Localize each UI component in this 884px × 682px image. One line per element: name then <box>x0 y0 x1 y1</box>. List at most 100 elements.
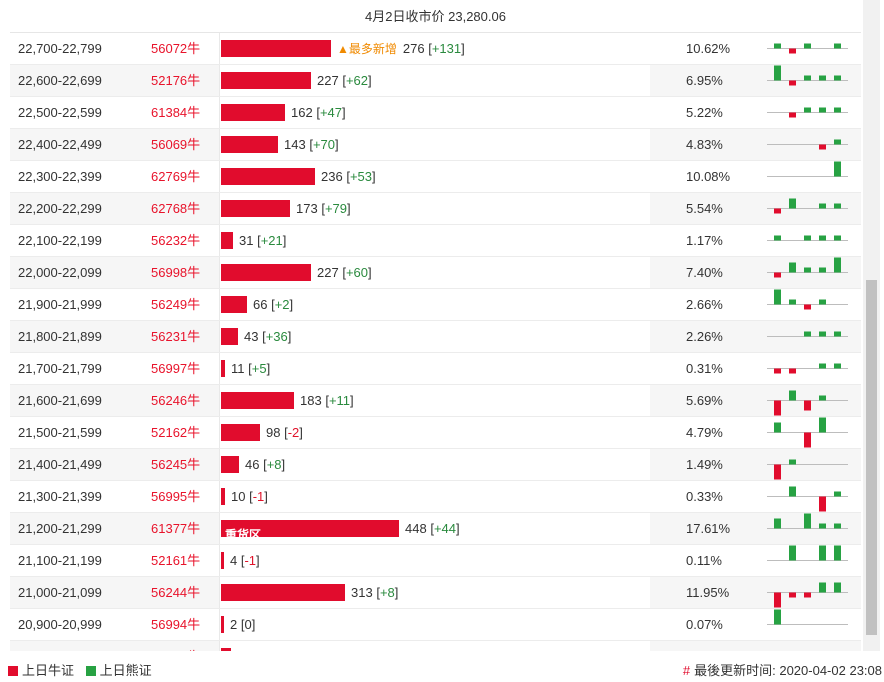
table-row[interactable]: 22,600-22,699 52176牛 227 [+62] 6.95% <box>10 65 861 97</box>
table-row[interactable]: 21,300-21,399 56995牛 10 [-1] 0.33% <box>10 481 861 513</box>
warrant-code[interactable]: 56249牛 <box>151 297 201 312</box>
warrant-code[interactable]: 52161牛 <box>151 553 201 568</box>
volume-bar <box>221 424 260 441</box>
volume-bar <box>221 40 331 57</box>
share-percent: 0.31% <box>686 361 723 376</box>
volume-label: 227 [+62] <box>317 73 372 88</box>
warrant-code[interactable]: 56998牛 <box>151 265 201 280</box>
sparkline-bar <box>804 304 811 310</box>
table-row[interactable]: 21,700-21,799 56997牛 11 [+5] 0.31% <box>10 353 861 385</box>
warrant-code[interactable]: 56997牛 <box>151 361 201 376</box>
strike-range: 22,100-22,199 <box>18 233 102 248</box>
warrant-code[interactable]: 56244牛 <box>151 585 201 600</box>
warrant-code[interactable]: 62769牛 <box>151 169 201 184</box>
scrollbar[interactable] <box>863 0 880 651</box>
volume-delta: -12 <box>259 649 278 651</box>
volume-count: 46 <box>245 457 260 472</box>
volume-delta: +11 <box>328 393 351 408</box>
warrant-code[interactable]: 52176牛 <box>151 73 201 88</box>
strike-range: 21,100-21,199 <box>18 553 102 568</box>
volume-bar <box>221 232 233 249</box>
volume-bar-cell: 143 [+70] <box>219 129 650 160</box>
volume-delta: +8 <box>379 585 395 600</box>
strike-range: 21,200-21,299 <box>18 521 102 536</box>
sparkline-bar <box>789 262 796 273</box>
history-sparkline <box>767 513 848 529</box>
history-sparkline <box>767 609 848 625</box>
sparkline-bar <box>834 582 841 593</box>
sparkline-bar <box>819 582 826 593</box>
volume-bar <box>221 584 345 601</box>
table-row[interactable]: 21,500-21,599 52162牛 98 [-2] 4.79% <box>10 417 861 449</box>
volume-count: 10 <box>231 489 246 504</box>
warrant-code[interactable]: 52162牛 <box>151 425 201 440</box>
volume-bar-cell: 236 [+53] <box>219 161 650 192</box>
sparkline-bar <box>789 299 796 305</box>
sparkline-bar <box>774 518 781 529</box>
warrant-code[interactable]: 56995牛 <box>151 489 201 504</box>
share-percent: 11.95% <box>686 585 730 600</box>
strike-range: 22,000-22,099 <box>18 265 102 280</box>
volume-count: 313 <box>351 585 373 600</box>
warrant-code[interactable]: 62768牛 <box>151 201 201 216</box>
share-percent: 1.17% <box>686 233 723 248</box>
strike-range: 22,600-22,699 <box>18 73 102 88</box>
volume-delta: +62 <box>345 73 368 88</box>
volume-label: 2 [0] <box>230 617 256 632</box>
volume-count: 227 <box>317 73 339 88</box>
share-percent: 2.26% <box>686 329 723 344</box>
table-row[interactable]: 21,800-21,899 56231牛 43 [+36] 2.26% <box>10 321 861 353</box>
table-row[interactable]: 20,800-20,899 56507牛 26 [-12] 0.93% <box>10 641 861 651</box>
table-row[interactable]: 21,600-21,699 56246牛 183 [+11] 5.69% <box>10 385 861 417</box>
warrant-code[interactable]: 56072牛 <box>151 41 201 56</box>
table-row[interactable]: 22,000-22,099 56998牛 227 [+60] 7.40% <box>10 257 861 289</box>
sparkline-bar <box>819 107 826 113</box>
table-row[interactable]: 20,900-20,999 56994牛 2 [0] 0.07% <box>10 609 861 641</box>
sparkline-bar <box>819 235 826 241</box>
volume-bar-cell: 26 [-12] <box>219 641 650 651</box>
scrollbar-thumb[interactable] <box>866 280 877 635</box>
warrant-code[interactable]: 56069牛 <box>151 137 201 152</box>
sparkline-bar <box>789 459 796 465</box>
sparkline-bar <box>774 368 781 374</box>
sparkline-bar <box>774 289 781 305</box>
warrant-code[interactable]: 56231牛 <box>151 329 201 344</box>
warrant-code[interactable]: 56246牛 <box>151 393 201 408</box>
table-row[interactable]: 22,200-22,299 62768牛 173 [+79] 5.54% <box>10 193 861 225</box>
sparkline-bar <box>789 80 796 86</box>
strike-range: 21,600-21,699 <box>18 393 102 408</box>
table-row[interactable]: 22,400-22,499 56069牛 143 [+70] 4.83% <box>10 129 861 161</box>
volume-bar-cell: 46 [+8] <box>219 449 650 480</box>
share-percent: 1.49% <box>686 457 723 472</box>
strike-range: 21,500-21,599 <box>18 425 102 440</box>
strike-range: 22,300-22,399 <box>18 169 102 184</box>
share-percent: 4.79% <box>686 425 723 440</box>
warrant-code[interactable]: 61377牛 <box>151 521 201 536</box>
sparkline-bar <box>774 65 781 81</box>
volume-delta: 0 <box>244 617 252 632</box>
table-row[interactable]: 21,200-21,299 61377牛 重货区 448 [+44] 17.61% <box>10 513 861 545</box>
volume-count: 31 <box>239 233 254 248</box>
warrant-code[interactable]: 56994牛 <box>151 617 201 632</box>
table-row[interactable]: 22,100-22,199 56232牛 31 [+21] 1.17% <box>10 225 861 257</box>
warrant-code[interactable]: 56507牛 <box>151 641 200 651</box>
history-sparkline <box>767 235 848 241</box>
close-price-header: 4月2日收市价 23,280.06 <box>10 0 861 33</box>
table-row[interactable]: 22,500-22,599 61384牛 162 [+47] 5.22% <box>10 97 861 129</box>
volume-count: 66 <box>253 297 268 312</box>
history-sparkline <box>767 486 848 512</box>
table-row[interactable]: 21,900-21,999 56249牛 66 [+2] 2.66% <box>10 289 861 321</box>
share-percent: 4.83% <box>686 137 723 152</box>
warrant-code[interactable]: 61384牛 <box>151 105 201 120</box>
sparkline-bar <box>834 161 841 177</box>
table-row[interactable]: 22,700-22,799 56072牛 ▲最多新增 276 [+131] 10.62% <box>10 33 861 65</box>
volume-bar-cell: 11 [+5] <box>219 353 650 384</box>
sparkline-bar <box>834 75 841 81</box>
warrant-code[interactable]: 56245牛 <box>151 457 201 472</box>
table-row[interactable]: 21,100-21,199 52161牛 4 [-1] 0.11% <box>10 545 861 577</box>
table-row[interactable]: 21,000-21,099 56244牛 313 [+8] 11.95% <box>10 577 861 609</box>
table-row[interactable]: 22,300-22,399 62769牛 236 [+53] 10.08% <box>10 161 861 193</box>
table-row[interactable]: 21,400-21,499 56245牛 46 [+8] 1.49% <box>10 449 861 481</box>
warrant-code[interactable]: 56232牛 <box>151 233 201 248</box>
sparkline-bar <box>834 257 841 273</box>
